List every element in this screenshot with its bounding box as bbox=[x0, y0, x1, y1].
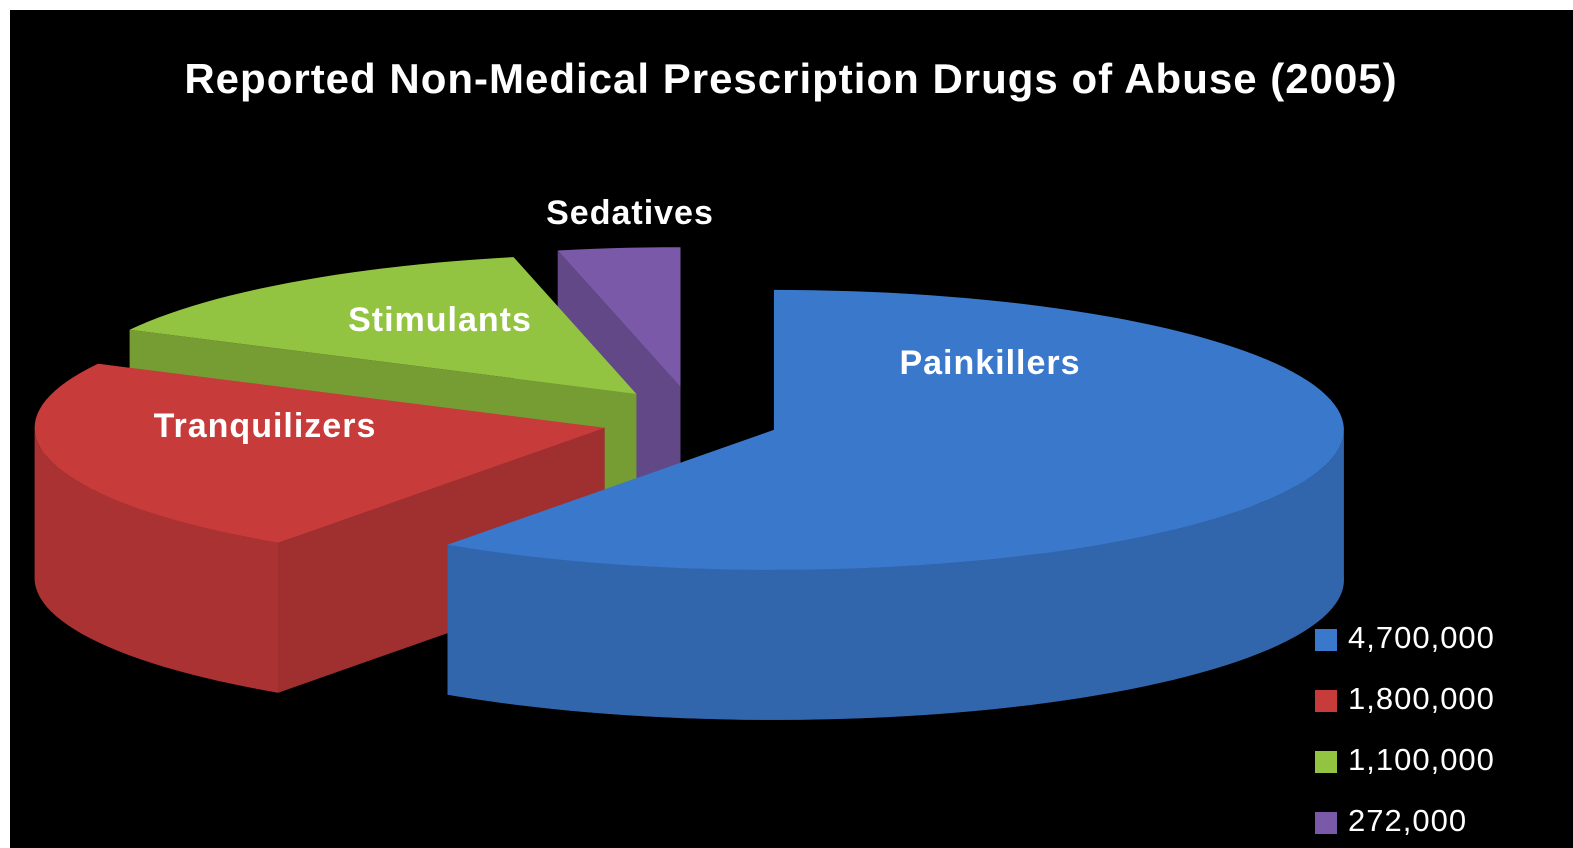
pie-area: Painkillers Tranquilizers Stimulants Sedati… bbox=[34, 194, 1495, 838]
legend-label: 1,800,000 bbox=[1348, 681, 1495, 716]
slice-wall bbox=[34, 427, 279, 693]
slice-label: Sedatives bbox=[546, 194, 714, 232]
legend-label: 272,000 bbox=[1348, 803, 1467, 838]
legend-swatch bbox=[1315, 812, 1337, 834]
slice-label: Painkillers bbox=[899, 344, 1080, 382]
slice bbox=[447, 289, 1344, 570]
chart: Reported Non-Medical Prescription Drugs … bbox=[10, 10, 1573, 848]
legend-swatch bbox=[1315, 629, 1337, 651]
slice-label: Stimulants bbox=[348, 301, 532, 339]
legend-label: 1,100,000 bbox=[1348, 742, 1495, 777]
slice-wall bbox=[447, 429, 1344, 720]
slice bbox=[557, 247, 681, 388]
slice-label: Tranquilizers bbox=[154, 407, 377, 445]
legend-swatch bbox=[1315, 751, 1337, 773]
legend-swatch bbox=[1315, 690, 1337, 712]
chart-title: Reported Non-Medical Prescription Drugs … bbox=[184, 55, 1398, 102]
slice bbox=[129, 257, 637, 394]
slice bbox=[34, 363, 605, 543]
legend-label: 4,700,000 bbox=[1348, 620, 1495, 655]
